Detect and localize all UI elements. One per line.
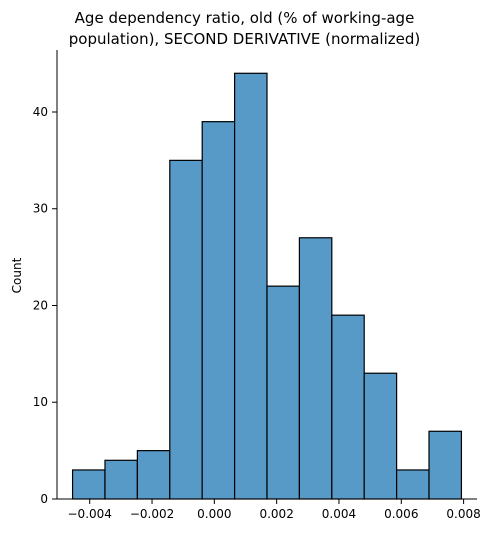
histogram-bar (201, 121, 236, 500)
y-tick-label: 20 (33, 298, 48, 312)
chart-title-line-2: population), SECOND DERIVATIVE (normaliz… (68, 30, 421, 48)
x-tick-label: 0.006 (384, 507, 418, 521)
x-tick-label: 0.008 (446, 507, 480, 521)
histogram-bar (428, 430, 463, 500)
x-tick-label: 0.002 (259, 507, 293, 521)
y-tick-label: 10 (33, 395, 48, 409)
y-tick-label: 40 (33, 105, 48, 119)
histogram-bar (363, 372, 398, 500)
y-tick-label: 0 (40, 492, 48, 506)
histogram-bar (233, 72, 268, 500)
x-tick-label: 0.000 (197, 507, 231, 521)
chart-title-line-1: Age dependency ratio, old (% of working-… (74, 9, 415, 27)
histogram-bar (331, 314, 365, 500)
bars-layer (71, 72, 463, 500)
histogram-bar (266, 285, 301, 500)
histogram-bar (396, 469, 430, 500)
histogram-bar (104, 459, 138, 500)
histogram-bar (298, 237, 333, 500)
histogram-bar (169, 159, 203, 500)
x-tick-label: 0.004 (322, 507, 356, 521)
y-tick-label: 30 (33, 202, 48, 216)
x-tick-label: −0.004 (68, 507, 112, 521)
histogram-bar (71, 469, 106, 500)
axes-layer: −0.004 −0.002 0.000 0.002 0.004 0.006 0.008 0 10… (33, 50, 481, 521)
x-tick-label: −0.002 (130, 507, 174, 521)
histogram-bar (136, 450, 171, 500)
y-axis-label: Count (10, 257, 24, 293)
